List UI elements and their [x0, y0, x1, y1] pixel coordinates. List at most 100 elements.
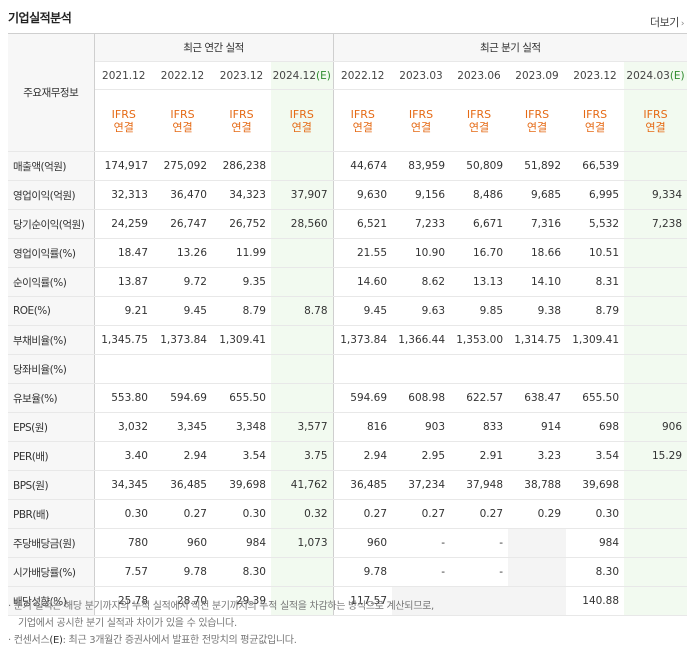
table-cell: 13.13	[450, 267, 509, 297]
table-cell	[624, 586, 688, 616]
table-cell: 14.60	[333, 267, 393, 297]
table-cell: 11.99	[212, 238, 271, 268]
table-cell: 7.57	[94, 557, 153, 587]
table-cell	[508, 557, 567, 587]
table-cell: 6,995	[566, 180, 625, 210]
table-row: 순이익률(%) 13.87 9.72 9.35 14.60 8.62 13.13 14.10 8…	[8, 267, 688, 297]
table-cell: 7,316	[508, 209, 567, 239]
table-cell: 36,485	[333, 470, 393, 500]
table-cell: 9.85	[450, 296, 509, 326]
table-cell: 3.23	[508, 441, 567, 471]
table-cell: 2.94	[333, 441, 393, 471]
table-cell: 984	[566, 528, 625, 558]
consolidated-label: 연결	[231, 120, 252, 134]
table-cell: 2.91	[450, 441, 509, 471]
table-cell: 44,674	[333, 151, 393, 181]
financial-table: 주요재무정보 최근 연간 실적 최근 분기 실적 2021.12 2022.12 2…	[8, 33, 688, 616]
table-cell: 36,485	[153, 470, 212, 500]
table-cell	[624, 383, 688, 413]
period-header: 2023.12	[212, 61, 271, 90]
table-cell: 0.30	[212, 499, 271, 529]
period-header: 2023.03	[392, 61, 451, 90]
table-cell	[624, 325, 688, 355]
table-cell: 18.66	[508, 238, 567, 268]
table-cell	[624, 354, 688, 384]
table-cell: 9,334	[624, 180, 688, 210]
table-cell	[508, 528, 567, 558]
more-link[interactable]: 더보기 ›	[650, 14, 685, 30]
table-cell: 9,685	[508, 180, 567, 210]
table-cell: 0.32	[271, 499, 334, 529]
table-cell: 3,348	[212, 412, 271, 442]
table-cell	[624, 296, 688, 326]
estimate-marker: (E)	[316, 69, 331, 82]
period-header: 2024.12(E)	[271, 61, 334, 90]
table-cell: 26,747	[153, 209, 212, 239]
period-header: 2021.12	[94, 61, 153, 90]
table-cell	[392, 354, 451, 384]
table-cell: 9.38	[508, 296, 567, 326]
period-date: 2024.03	[626, 69, 670, 82]
table-cell: 174,917	[94, 151, 153, 181]
ifrs-header: IFRS 연결	[450, 89, 509, 152]
table-cell: 594.69	[333, 383, 393, 413]
ifrs-label: IFRS	[643, 107, 668, 121]
table-cell: 7,233	[392, 209, 451, 239]
table-cell: 903	[392, 412, 451, 442]
table-cell: 5,532	[566, 209, 625, 239]
period-date: 2024.12	[272, 69, 317, 82]
period-header: 2023.09	[508, 61, 567, 90]
table-cell: 9.78	[333, 557, 393, 587]
table-cell	[271, 383, 334, 413]
table-cell: 0.27	[450, 499, 509, 529]
table-cell: 34,345	[94, 470, 153, 500]
table-row: 영업이익(억원) 32,313 36,470 34,323 37,907 9,630 9,1…	[8, 180, 688, 210]
table-cell	[392, 586, 451, 616]
table-cell: 3,577	[271, 412, 334, 442]
table-cell: 39,698	[212, 470, 271, 500]
row-label-header: 주요재무정보	[8, 33, 95, 152]
ifrs-label: IFRS	[289, 107, 314, 121]
table-cell: 0.27	[333, 499, 393, 529]
table-cell: 9.35	[212, 267, 271, 297]
row-label: 매출액(억원)	[8, 151, 95, 181]
table-cell: 3,032	[94, 412, 153, 442]
table-cell: 6,671	[450, 209, 509, 239]
period-date: 2022.12	[160, 69, 205, 82]
table-cell	[624, 267, 688, 297]
row-label: 유보율(%)	[8, 383, 95, 413]
period-header: 2024.03(E)	[624, 61, 688, 90]
table-cell: 1,073	[271, 528, 334, 558]
footnote-2-estimate: (E)	[49, 635, 63, 646]
ifrs-label: IFRS	[582, 107, 608, 121]
table-cell: 9.72	[153, 267, 212, 297]
table-cell: 984	[212, 528, 271, 558]
row-label: 순이익률(%)	[8, 267, 95, 297]
consolidated-label: 연결	[526, 120, 548, 134]
ifrs-header: IFRS 연결	[212, 89, 271, 152]
ifrs-header: IFRS 연결	[333, 89, 393, 152]
table-cell: 2.94	[153, 441, 212, 471]
table-cell: 655.50	[212, 383, 271, 413]
table-cell: 34,323	[212, 180, 271, 210]
table-cell: 8.31	[566, 267, 625, 297]
table-cell: 1,373.84	[333, 325, 393, 355]
table-cell: 8.30	[566, 557, 625, 587]
table-cell: -	[450, 557, 509, 587]
annual-group-header: 최근 연간 실적	[94, 33, 334, 62]
chevron-right-icon: ›	[680, 19, 685, 29]
ifrs-label: IFRS	[408, 107, 434, 121]
table-cell: 10.51	[566, 238, 625, 268]
table-cell: 41,762	[271, 470, 334, 500]
table-cell	[271, 238, 334, 268]
consolidated-label: 연결	[352, 120, 373, 134]
table-cell: 32,313	[94, 180, 153, 210]
table-cell: 1,309.41	[212, 325, 271, 355]
table-row: 당좌비율(%)	[8, 354, 688, 384]
footnotes: · 분기 실적은 해당 분기까지의 누적 실적에서 직전 분기까지의 누적 실적…	[8, 598, 434, 648]
table-cell: 3.54	[566, 441, 625, 471]
period-header: 2022.12	[333, 61, 393, 90]
quarter-group-header: 최근 분기 실적	[333, 33, 688, 62]
table-cell: 638.47	[508, 383, 567, 413]
table-cell: 8,486	[450, 180, 509, 210]
